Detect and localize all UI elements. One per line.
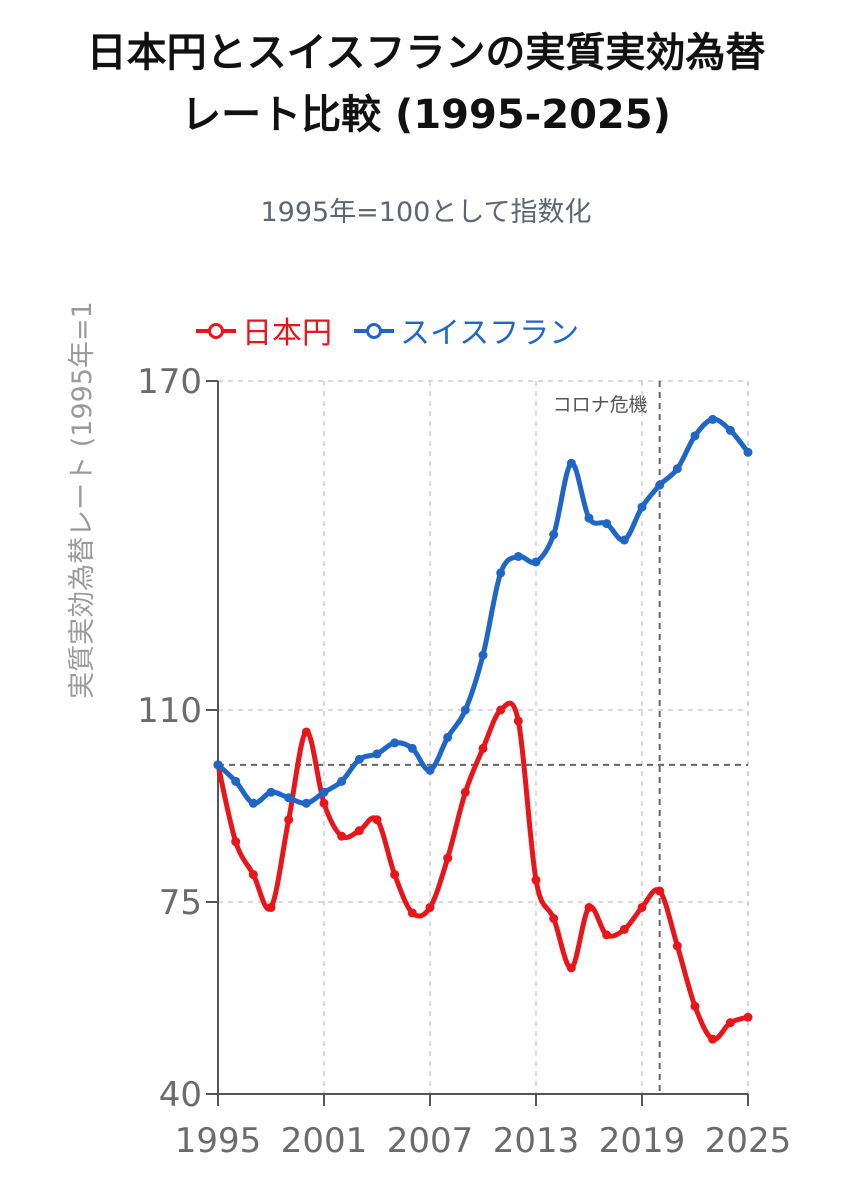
data-point-1-2019 xyxy=(637,502,647,512)
data-point-0-2024 xyxy=(725,1018,735,1028)
data-point-1-1998 xyxy=(266,787,276,797)
data-point-1-2017 xyxy=(602,519,612,529)
data-point-0-2017 xyxy=(602,930,612,940)
x-tick-label-2007: 2007 xyxy=(387,1121,474,1161)
data-point-0-2008 xyxy=(443,853,453,863)
data-point-1-2013 xyxy=(531,557,541,567)
data-point-1-2016 xyxy=(584,513,594,523)
data-point-1-1997 xyxy=(248,798,258,808)
data-point-0-2019 xyxy=(637,902,647,912)
x-tick-label-1995: 1995 xyxy=(175,1121,262,1161)
data-point-1-2011 xyxy=(496,568,506,578)
data-point-1-1996 xyxy=(231,776,241,786)
legend-swatch-jpy xyxy=(196,321,236,339)
data-point-0-2020 xyxy=(655,886,665,896)
y-tick-label-110: 110 xyxy=(137,691,202,731)
data-point-1-2014 xyxy=(549,530,559,540)
data-point-0-2025 xyxy=(743,1012,753,1022)
data-point-1-2000 xyxy=(301,798,311,808)
data-point-1-2008 xyxy=(443,732,453,742)
data-point-0-2005 xyxy=(390,870,400,880)
series-1 xyxy=(213,414,753,808)
data-point-0-2003 xyxy=(354,826,364,836)
data-point-0-2018 xyxy=(619,924,629,934)
data-point-0-2021 xyxy=(672,941,682,951)
data-point-1-2002 xyxy=(337,776,347,786)
y-tick-label-170: 170 xyxy=(137,362,202,402)
legend-label-chf: スイスフラン xyxy=(400,316,580,351)
legend: 日本円 スイスフラン xyxy=(196,308,579,352)
data-point-1-2006 xyxy=(407,743,417,753)
chart-subtitle: 1995年=100として指数化 xyxy=(260,197,592,228)
data-point-1-2022 xyxy=(690,431,700,441)
legend-swatch-chf xyxy=(354,321,394,339)
data-point-1-2007 xyxy=(425,765,435,775)
data-point-0-2011 xyxy=(496,705,506,715)
data-point-0-2002 xyxy=(337,831,347,841)
x-tick-label-2013: 2013 xyxy=(493,1121,580,1161)
data-point-0-2000 xyxy=(301,727,311,737)
data-point-0-2009 xyxy=(460,787,470,797)
data-point-0-2012 xyxy=(513,716,523,726)
data-point-0-2013 xyxy=(531,875,541,885)
data-point-1-2003 xyxy=(354,754,364,764)
data-point-0-2016 xyxy=(584,902,594,912)
data-point-1-2018 xyxy=(619,535,629,545)
series-line-0 xyxy=(215,700,751,1042)
data-point-1-2024 xyxy=(725,425,735,435)
data-point-0-2022 xyxy=(690,1001,700,1011)
data-point-1-2012 xyxy=(513,551,523,561)
data-point-0-1997 xyxy=(248,870,258,880)
data-point-0-2010 xyxy=(478,743,488,753)
data-point-1-2009 xyxy=(460,705,470,715)
legend-label-jpy: 日本円 xyxy=(242,316,332,351)
data-point-0-2014 xyxy=(549,913,559,923)
data-point-1-2005 xyxy=(390,738,400,748)
chart-title-line-1: 日本円とスイスフランの実質実効為替 xyxy=(86,30,766,76)
x-tick-label-2001: 2001 xyxy=(281,1121,368,1161)
legend-item-chf[interactable]: スイスフラン xyxy=(354,308,579,352)
chart-title-line-2: レート比較 (1995-2025) xyxy=(181,92,671,138)
data-point-1-2023 xyxy=(708,414,718,424)
chart-title: 日本円とスイスフランの実質実効為替 レート比較 (1995-2025) xyxy=(0,22,852,146)
data-point-1-1999 xyxy=(284,793,294,803)
x-tick-label-2025: 2025 xyxy=(705,1121,792,1161)
data-point-1-2020 xyxy=(655,480,665,490)
data-point-1-2001 xyxy=(319,787,329,797)
data-point-1-2015 xyxy=(566,458,576,468)
data-point-0-2007 xyxy=(425,902,435,912)
legend-item-jpy[interactable]: 日本円 xyxy=(196,308,332,352)
annotation-label: コロナ危機 xyxy=(553,394,648,416)
data-point-0-2001 xyxy=(319,798,329,808)
data-point-0-1998 xyxy=(266,902,276,912)
data-point-1-2021 xyxy=(672,464,682,474)
series-0 xyxy=(213,700,753,1044)
y-tick-label-40: 40 xyxy=(159,1075,202,1115)
data-point-1-2010 xyxy=(478,650,488,660)
data-point-0-2023 xyxy=(708,1034,718,1044)
data-point-1-2025 xyxy=(743,447,753,457)
data-point-1-2004 xyxy=(372,749,382,759)
data-point-0-2015 xyxy=(566,963,576,973)
y-tick-label-75: 75 xyxy=(159,883,202,923)
data-point-0-1996 xyxy=(231,837,241,847)
data-point-0-1999 xyxy=(284,815,294,825)
data-point-0-2006 xyxy=(407,908,417,918)
data-point-1-1995 xyxy=(213,760,223,770)
x-tick-label-2019: 2019 xyxy=(599,1121,686,1161)
data-point-0-2004 xyxy=(372,815,382,825)
